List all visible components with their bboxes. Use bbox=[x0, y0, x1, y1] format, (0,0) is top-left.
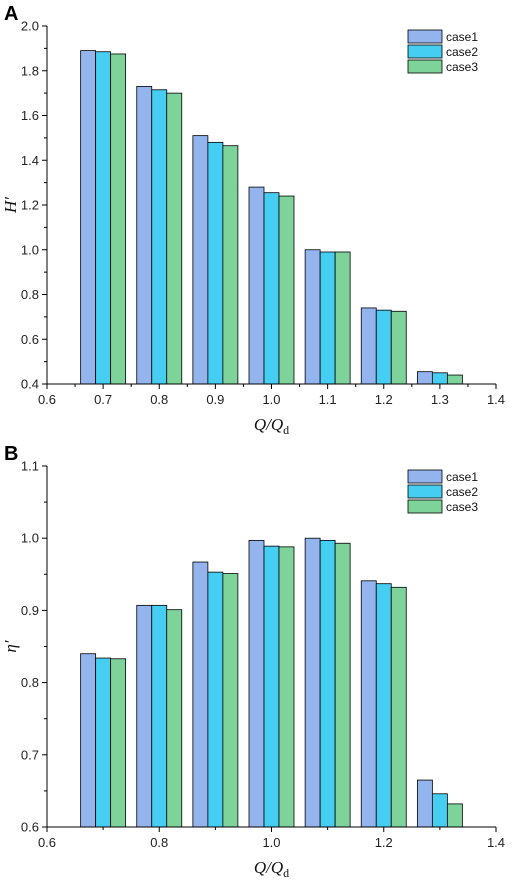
x-axis-title-subscript: d bbox=[283, 423, 289, 437]
bar-case1-0.7 bbox=[80, 653, 97, 828]
bar-case2-1.1 bbox=[319, 251, 336, 385]
bar-case1-1 bbox=[248, 539, 265, 828]
bar-case3-1.1 bbox=[334, 542, 351, 828]
bar-case1-0.8 bbox=[136, 604, 153, 828]
bar-case2-0.9 bbox=[207, 141, 224, 385]
bar-case2-1 bbox=[263, 545, 280, 828]
bar-case1-1.1 bbox=[304, 537, 321, 828]
x-tick-label: 0.8 bbox=[150, 835, 168, 850]
bar-case1-1.3 bbox=[416, 371, 433, 385]
x-tick-label: 1.0 bbox=[262, 392, 280, 407]
legend-label-case1: case1 bbox=[446, 30, 478, 44]
legend-swatch-case1 bbox=[407, 469, 443, 484]
x-axis-title: Q/Qd bbox=[254, 415, 289, 437]
bar-case1-0.9 bbox=[192, 135, 209, 385]
bar-case3-0.9 bbox=[222, 145, 239, 385]
y-tick-label: 0.4 bbox=[21, 377, 39, 392]
x-tick-label: 1.1 bbox=[319, 392, 337, 407]
legend-swatch-case3 bbox=[407, 499, 443, 514]
x-tick-label: 1.4 bbox=[487, 835, 505, 850]
y-tick-label: 1.0 bbox=[21, 242, 39, 257]
x-tick-label: 0.7 bbox=[94, 392, 112, 407]
bar-case3-0.7 bbox=[110, 658, 127, 828]
y-tick-label: 0.8 bbox=[21, 287, 39, 302]
bar-case3-0.8 bbox=[166, 609, 183, 828]
bar-case2-1.3 bbox=[431, 372, 448, 385]
bar-case1-1.2 bbox=[360, 307, 377, 385]
x-tick-label: 1.0 bbox=[262, 835, 280, 850]
legend-swatch-case1 bbox=[407, 29, 443, 44]
panel-a-chart: A 0.6 0.7 0.8 0.9 1.0 1.1 1.2 1.3 1.40.40.60.81.… bbox=[1, 3, 505, 437]
x-axis-title: Q/Qd bbox=[254, 858, 289, 880]
bar-case3-1.3 bbox=[446, 374, 463, 385]
y-tick-label: 2.0 bbox=[21, 19, 39, 34]
y-axis-title: H′ bbox=[1, 197, 20, 214]
y-tick-label: 1.1 bbox=[21, 459, 39, 474]
legend-label-case2: case2 bbox=[446, 485, 478, 499]
bar-case2-0.9 bbox=[207, 571, 224, 828]
bar-case3-1 bbox=[278, 546, 295, 828]
panel-b-letter: B bbox=[4, 443, 18, 465]
bar-case2-1.2 bbox=[375, 309, 392, 385]
x-tick-label: 0.8 bbox=[150, 392, 168, 407]
bar-case1-1.3 bbox=[416, 779, 433, 828]
y-tick-label: 0.9 bbox=[21, 603, 39, 618]
bar-case2-0.7 bbox=[95, 657, 112, 828]
y-axis-title: η′ bbox=[1, 640, 20, 652]
bar-case2-0.8 bbox=[151, 89, 168, 385]
bar-case1-1.1 bbox=[304, 249, 321, 385]
x-axis-title-subscript: d bbox=[283, 866, 289, 880]
panel-a-letter: A bbox=[4, 3, 18, 25]
bar-case1-1.2 bbox=[360, 580, 377, 828]
legend-label-case3: case3 bbox=[446, 60, 478, 74]
legend-swatch-case3 bbox=[407, 59, 443, 74]
bar-case3-1.1 bbox=[334, 251, 351, 385]
bar-case3-1.2 bbox=[390, 586, 407, 828]
y-tick-label: 0.8 bbox=[21, 675, 39, 690]
bar-case1-1 bbox=[248, 186, 265, 385]
legend-swatch-case2 bbox=[407, 484, 443, 499]
y-tick-label: 0.7 bbox=[21, 747, 39, 762]
x-tick-label: 1.2 bbox=[375, 392, 393, 407]
bar-case1-0.8 bbox=[136, 86, 153, 385]
legend-swatch-case2 bbox=[407, 44, 443, 59]
x-tick-label: 1.3 bbox=[431, 392, 449, 407]
bar-case1-0.9 bbox=[192, 561, 209, 828]
bar-case2-0.8 bbox=[151, 604, 168, 828]
legend-label-case2: case2 bbox=[446, 45, 478, 59]
bar-case3-1.2 bbox=[390, 310, 407, 385]
bar-case2-1.2 bbox=[375, 583, 392, 828]
legend-label-case3: case3 bbox=[446, 500, 478, 514]
bar-case2-0.7 bbox=[95, 51, 112, 385]
bar-case2-1 bbox=[263, 192, 280, 385]
y-tick-label: 0.6 bbox=[21, 820, 39, 835]
x-tick-label: 0.6 bbox=[38, 835, 56, 850]
x-tick-label: 1.4 bbox=[487, 392, 505, 407]
x-tick-label: 0.6 bbox=[38, 392, 56, 407]
bar-case3-0.9 bbox=[222, 573, 239, 828]
x-tick-label: 1.2 bbox=[375, 835, 393, 850]
y-tick-label: 0.6 bbox=[21, 332, 39, 347]
y-tick-label: 1.0 bbox=[21, 531, 39, 546]
bar-case1-0.7 bbox=[80, 50, 97, 385]
legend-label-case1: case1 bbox=[446, 470, 478, 484]
bar-case2-1.1 bbox=[319, 539, 336, 828]
bar-case3-1.3 bbox=[446, 803, 463, 828]
bar-case3-0.8 bbox=[166, 92, 183, 385]
bar-case2-1.3 bbox=[431, 793, 448, 828]
x-axis-title-main: Q/Q bbox=[254, 858, 283, 877]
bar-case3-1 bbox=[278, 195, 295, 385]
y-tick-label: 1.2 bbox=[21, 198, 39, 213]
x-tick-label: 0.9 bbox=[206, 392, 224, 407]
bar-case3-0.7 bbox=[110, 53, 127, 385]
y-tick-label: 1.6 bbox=[21, 108, 39, 123]
y-tick-label: 1.4 bbox=[21, 153, 39, 168]
x-axis-title-main: Q/Q bbox=[254, 415, 283, 434]
panel-b-chart: B 0.6 0.8 1.0 1.2 1.4 0.6 0.7 0.8 0.9 1.0 1.1 Q/Qd η… bbox=[1, 443, 505, 880]
y-tick-label: 1.8 bbox=[21, 63, 39, 78]
